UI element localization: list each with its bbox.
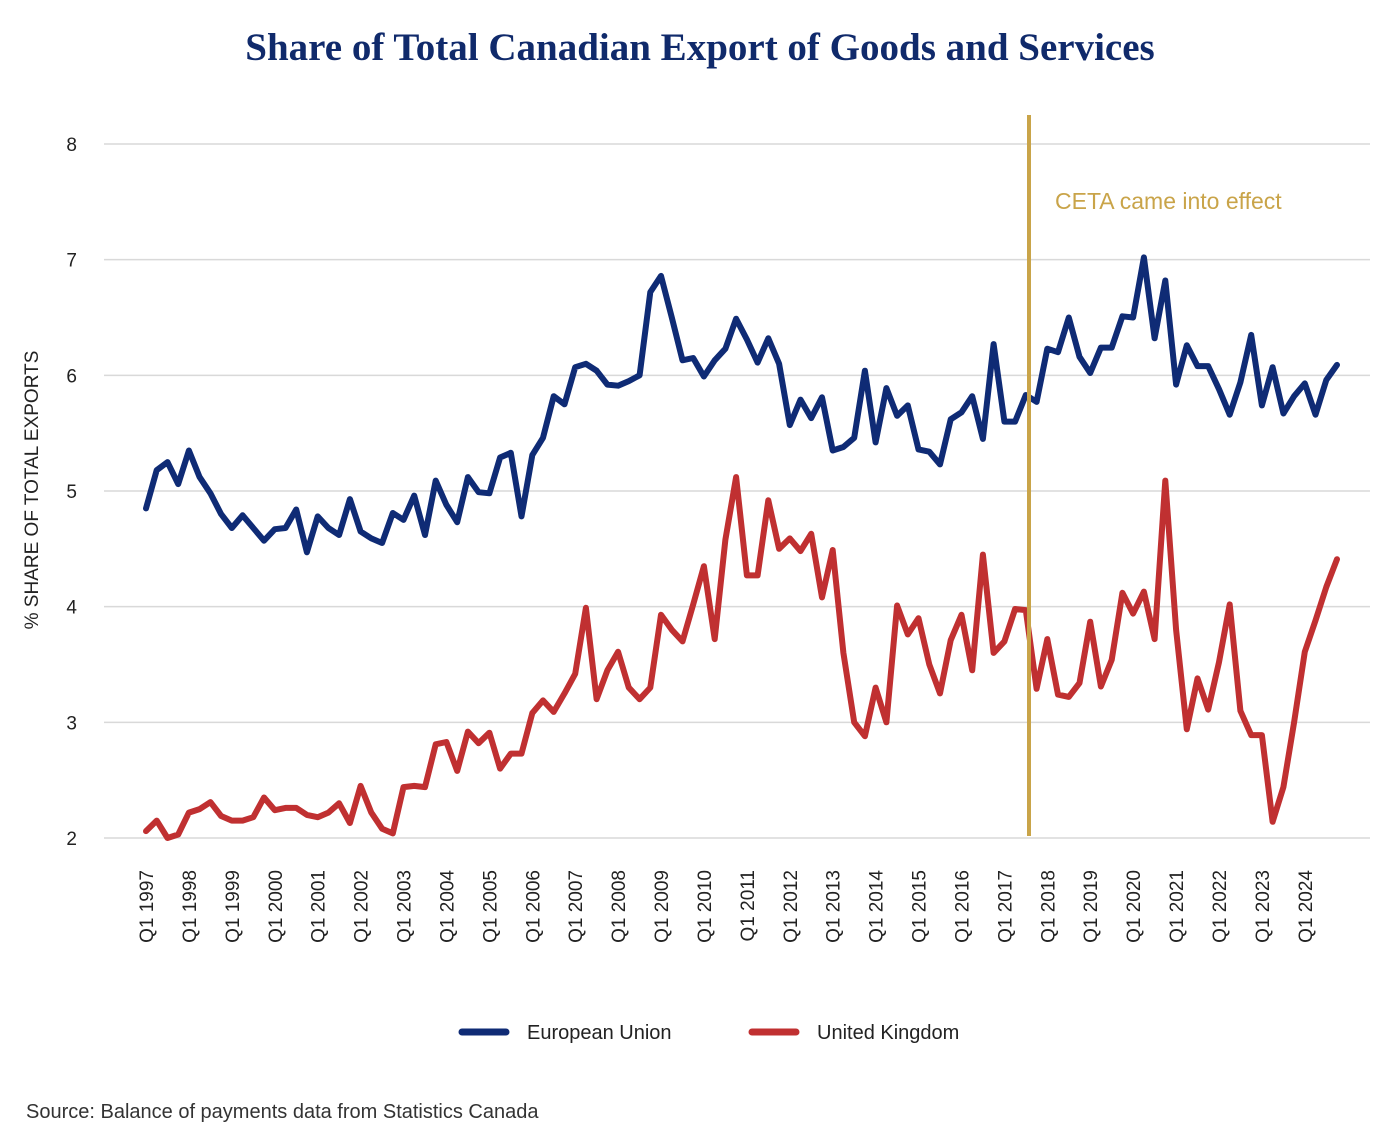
source-note: Source: Balance of payments data from St…: [26, 1101, 539, 1123]
x-tick-label: Q1 2003: [395, 870, 416, 943]
series-line-uk: [143, 474, 1340, 841]
x-tick-label: Q1 2019: [1081, 870, 1102, 943]
annotations: CETA came into effect: [1027, 115, 1282, 836]
x-tick-label: Q1 2005: [480, 870, 501, 943]
ceta-annotation-label: CETA came into effect: [1055, 188, 1282, 214]
y-tick-label: 5: [66, 482, 77, 503]
x-tick-label: Q1 2011: [738, 870, 759, 941]
x-tick-label: Q1 1999: [223, 870, 244, 943]
y-axis-ticks: 2 3 4 5 6 7 8: [66, 135, 77, 850]
x-tick-label: Q1 2015: [910, 870, 931, 943]
legend: European Union United Kingdom: [458, 1022, 959, 1044]
y-tick-label: 4: [66, 598, 77, 619]
x-tick-label: Q1 2021: [1167, 870, 1188, 943]
legend-item-uk[interactable]: United Kingdom: [748, 1022, 959, 1044]
legend-item-eu[interactable]: European Union: [458, 1022, 672, 1044]
x-tick-label: Q1 2012: [781, 870, 802, 943]
x-tick-label: Q1 2016: [952, 870, 973, 943]
x-tick-label: Q1 2009: [652, 870, 673, 943]
y-axis-title: % SHARE OF TOTAL EXPORTS: [22, 351, 43, 630]
x-tick-label: Q1 2018: [1038, 870, 1059, 943]
y-tick-label: 2: [66, 829, 77, 850]
legend-label-uk: United Kingdom: [817, 1022, 959, 1044]
y-tick-label: 8: [66, 135, 77, 156]
gridlines: [104, 143, 1370, 839]
x-tick-label: Q1 2002: [352, 870, 373, 943]
x-tick-label: Q1 2008: [609, 870, 630, 943]
x-tick-label: Q1 2004: [437, 870, 458, 943]
series-line-eu: [143, 254, 1340, 556]
x-tick-label: Q1 2022: [1210, 870, 1231, 943]
legend-label-eu: European Union: [527, 1022, 672, 1044]
x-tick-label: Q1 1998: [180, 870, 201, 943]
x-tick-label: Q1 2014: [867, 870, 888, 943]
x-tick-label: Q1 2023: [1253, 870, 1274, 943]
x-tick-label: Q1 2001: [309, 870, 330, 943]
x-tick-label: Q1 1997: [137, 870, 158, 943]
series-lines: [143, 254, 1340, 841]
x-tick-label: Q1 2006: [523, 870, 544, 943]
x-tick-label: Q1 2024: [1296, 870, 1317, 943]
x-tick-label: Q1 2013: [824, 870, 845, 943]
x-tick-label: Q1 2007: [566, 870, 587, 943]
x-axis-ticks: Q1 1997 Q1 1998 Q1 1999 Q1 2000 Q1 2001 Q1 20…: [137, 870, 1317, 943]
y-tick-label: 3: [66, 713, 77, 734]
x-tick-label: Q1 2010: [695, 870, 716, 943]
chart-title: Share of Total Canadian Export of Goods …: [245, 26, 1154, 69]
y-tick-label: 6: [66, 366, 77, 387]
x-tick-label: Q1 2017: [995, 870, 1016, 943]
x-tick-label: Q1 2000: [266, 870, 287, 943]
x-tick-label: Q1 2020: [1124, 870, 1145, 943]
y-tick-label: 7: [66, 251, 77, 272]
